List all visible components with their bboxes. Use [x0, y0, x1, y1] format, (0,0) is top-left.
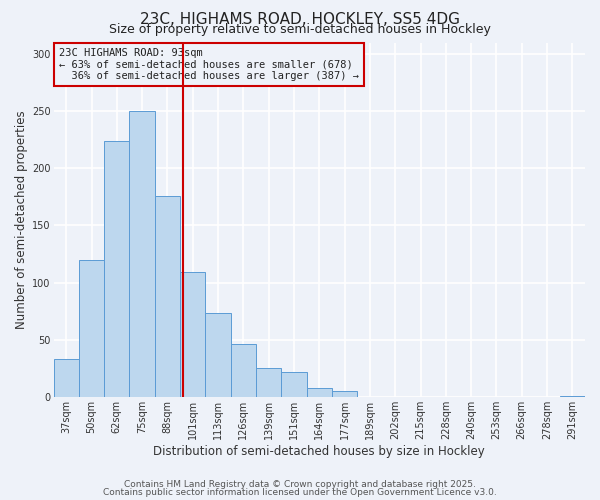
- Bar: [104, 141, 130, 397]
- Bar: [231, 344, 256, 397]
- Text: 23C, HIGHAMS ROAD, HOCKLEY, SS5 4DG: 23C, HIGHAMS ROAD, HOCKLEY, SS5 4DG: [140, 12, 460, 28]
- Bar: [281, 372, 307, 397]
- Text: 23C HIGHAMS ROAD: 93sqm
← 63% of semi-detached houses are smaller (678)
  36% of: 23C HIGHAMS ROAD: 93sqm ← 63% of semi-de…: [59, 48, 359, 81]
- Text: Contains HM Land Registry data © Crown copyright and database right 2025.: Contains HM Land Registry data © Crown c…: [124, 480, 476, 489]
- Bar: [53, 359, 79, 397]
- Bar: [560, 396, 585, 397]
- Bar: [130, 111, 155, 397]
- Text: Contains public sector information licensed under the Open Government Licence v3: Contains public sector information licen…: [103, 488, 497, 497]
- Bar: [180, 272, 205, 397]
- Bar: [155, 196, 180, 397]
- Text: Size of property relative to semi-detached houses in Hockley: Size of property relative to semi-detach…: [109, 22, 491, 36]
- Bar: [332, 391, 357, 397]
- Y-axis label: Number of semi-detached properties: Number of semi-detached properties: [15, 110, 28, 329]
- Bar: [205, 314, 231, 397]
- Bar: [256, 368, 281, 397]
- Bar: [307, 388, 332, 397]
- Bar: [79, 260, 104, 397]
- X-axis label: Distribution of semi-detached houses by size in Hockley: Distribution of semi-detached houses by …: [154, 444, 485, 458]
